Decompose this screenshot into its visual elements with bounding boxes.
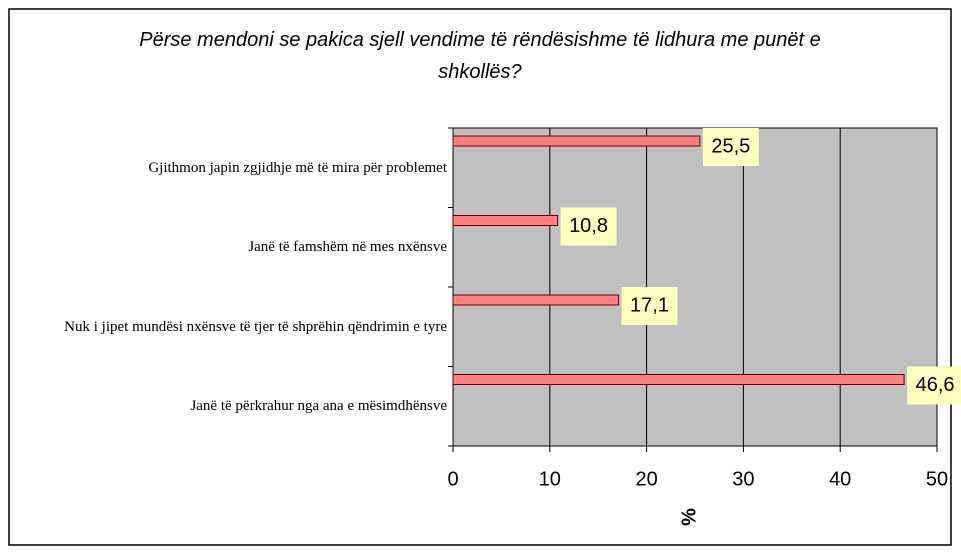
data-label-box xyxy=(907,366,961,405)
bar xyxy=(452,374,905,385)
category-label: Janë të famshëm në mes nxënsve xyxy=(248,239,447,256)
bar xyxy=(452,294,620,306)
data-label: 46,6 xyxy=(916,374,955,396)
x-tick-label: 0 xyxy=(447,468,458,490)
x-tick-label: 20 xyxy=(635,468,657,490)
chart-title: Përse mendoni se pakica sjell vendime të… xyxy=(139,29,821,83)
data-label: 10,8 xyxy=(569,215,608,237)
x-axis-label: % xyxy=(678,508,700,526)
x-tick-label: 30 xyxy=(732,468,754,490)
category-label: Janë të përkrahur nga ana e mësimdhënsve xyxy=(190,398,447,415)
data-label-box xyxy=(621,287,678,325)
x-tick-label: 10 xyxy=(539,468,561,490)
category-label: Gjithmon japin zgjidhje më të mira për p… xyxy=(148,159,447,176)
data-label-box xyxy=(702,128,759,166)
data-label: 17,1 xyxy=(630,294,669,316)
bar xyxy=(452,135,701,147)
x-tick-label: 40 xyxy=(829,468,851,490)
bar xyxy=(452,215,559,226)
x-tick-label: 50 xyxy=(926,468,948,490)
data-label-box xyxy=(560,207,617,246)
data-label: 25,5 xyxy=(711,135,750,157)
plot-area xyxy=(452,127,938,447)
category-label: Nuk i jipet mundësi nxënsve të tjer të s… xyxy=(64,318,447,335)
